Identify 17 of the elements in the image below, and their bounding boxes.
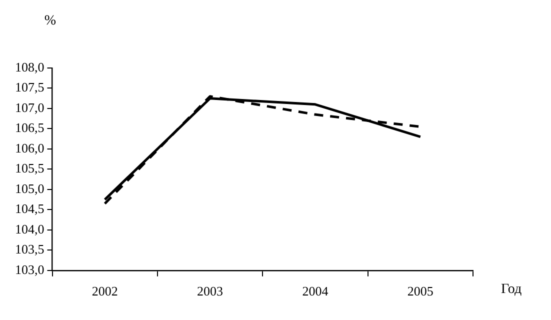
y-tick-label: 103,5	[15, 242, 44, 257]
y-tick-label: 105,0	[15, 180, 44, 196]
y-tick-label: 105,5	[15, 160, 44, 176]
x-axis-title: Год	[501, 282, 522, 298]
y-tick-label: 106,0	[15, 140, 44, 156]
y-axis-title: %	[44, 14, 56, 29]
y-tick-label: 106,5	[15, 120, 44, 136]
y-tick-label: 107,0	[15, 100, 44, 115]
x-tick-label: 2004	[302, 284, 329, 299]
x-tick-label: 2005	[407, 284, 434, 299]
y-tick-label: 107,5	[15, 80, 44, 95]
y-tick-label: 104,0	[15, 221, 44, 236]
y-tick-label: 104,5	[15, 201, 44, 216]
y-tick-label: 108,0	[15, 59, 44, 74]
y-tick-label: 103,0	[15, 262, 44, 277]
x-tick-label: 2003	[197, 284, 224, 299]
x-tick-label: 2002	[92, 284, 118, 299]
